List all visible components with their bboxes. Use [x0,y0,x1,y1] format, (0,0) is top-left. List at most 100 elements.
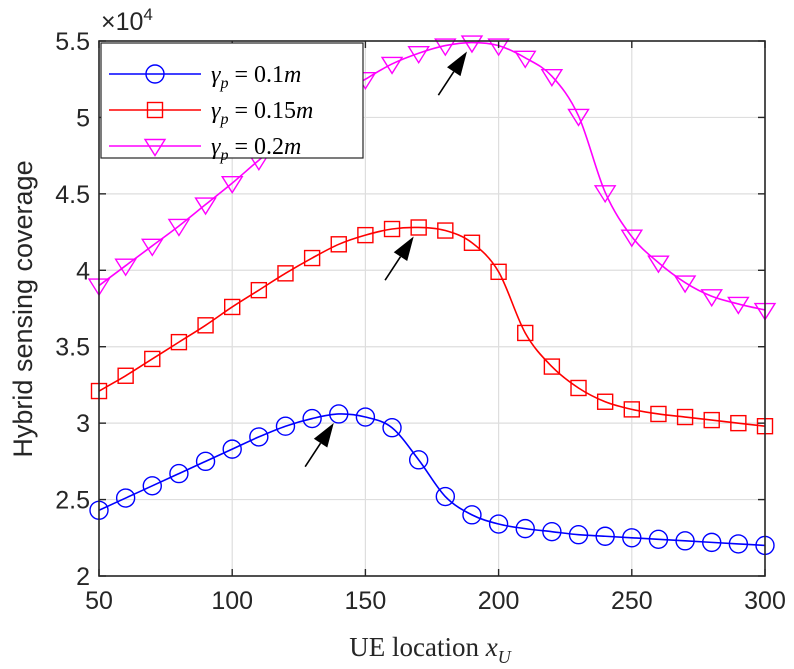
data-point-circle [142,476,162,496]
legend-entry-3: γp = 0.2m [109,134,301,164]
arrow-head [393,236,414,262]
data-point-square [357,226,374,244]
y-tick-labels: 2 2.5 3 3.5 4 4.5 5 5.5 [55,28,90,591]
legend: γp = 0.1m γp = 0.15m γp = 0.2m [100,42,364,164]
data-point-circle [115,488,136,508]
data-point-triangle-down [380,56,404,75]
annotation-arrow-1 [304,422,334,468]
data-point-square [117,367,134,384]
data-point-circle [249,427,269,447]
series-line [98,41,766,311]
data-point-triangle-down [434,38,457,57]
legend-marker [145,64,165,84]
data-point-circle [595,526,615,546]
data-point-circle [222,439,242,459]
series-2 [90,219,774,435]
y-tick-label: 5.5 [55,28,90,56]
data-point-circle [568,525,589,545]
x-tick-label: 250 [611,587,653,615]
series-1 [89,404,775,556]
data-point-square [383,220,401,238]
arrow-head [447,51,467,77]
data-point-circle [542,521,562,542]
data-point-triangle-down [647,255,670,274]
data-point-circle [675,531,695,551]
data-point-triangle-down [487,38,510,57]
y-tick-label: 5 [76,104,90,132]
data-point-square [623,401,640,418]
y-tick-label: 2.5 [55,487,90,515]
data-point-circle [169,463,189,484]
data-point-triangle-down [114,258,137,277]
data-point-triangle-down [673,275,697,294]
x-tick-label: 200 [478,587,520,615]
data-point-circle [728,534,749,554]
x-tick-label: 150 [345,587,387,615]
x-axis-label: UE location xU [349,632,511,667]
data-point-triangle-down [141,238,164,257]
data-point-triangle-down [460,35,484,54]
y-tick-label: 3 [76,410,90,438]
y-tick-label: 4 [76,257,90,285]
data-point-triangle-down [407,46,430,65]
arrow-shaft [384,256,402,281]
axis-ticks [98,40,766,577]
x-tick-labels: 50 100 150 200 250 300 [85,587,786,615]
data-point-circle [408,450,429,470]
data-point-square [703,411,720,429]
y-axis-label: Hybrid sensing coverage [8,160,38,457]
data-point-circle [462,505,482,525]
data-point-square [250,281,268,299]
data-point-square [490,263,507,281]
legend-marker [146,101,164,119]
series-line [98,226,766,427]
data-point-circle [382,418,402,438]
data-point-triangle-down [727,296,750,315]
data-point-circle [195,451,216,472]
data-point-square [437,222,454,239]
data-point-square [330,236,347,253]
data-point-triangle-down [220,175,244,194]
data-point-circle [302,408,322,429]
data-point-square [517,324,534,342]
data-point-circle [488,514,509,534]
annotation-arrow-2 [384,236,414,281]
data-point-circle [515,518,535,539]
data-point-square [144,350,161,368]
series-line [98,413,766,547]
data-point-triangle-down [513,50,537,69]
data-point-circle [329,404,349,424]
x-tick-label: 300 [744,587,786,615]
data-point-triangle-down [593,185,617,204]
x-tick-label: 100 [211,587,253,615]
data-point-square [223,298,241,316]
y-tick-label: 3.5 [55,334,90,362]
data-point-square [410,219,427,236]
arrow-shaft [437,71,455,96]
data-point-square [303,249,321,267]
data-point-triangle-down [540,68,564,87]
data-point-square [676,408,694,426]
x-axis-symbol: x [485,632,498,662]
y-tick-label: 4.5 [55,181,90,209]
data-point-square [596,393,614,410]
data-point-circle [435,486,456,507]
data-point-square [463,234,481,251]
data-point-square [277,265,294,282]
plot-frame [98,40,766,577]
y-exponent-label: ×104 [101,5,153,36]
data-point-circle [275,416,296,436]
data-point-circle [355,407,376,427]
data-point-square [197,317,214,334]
data-point-circle [648,529,669,550]
y-exponent-power: 4 [143,5,152,24]
data-point-triangle-down [194,197,217,216]
data-point-square [570,379,587,397]
data-point-square [170,333,188,351]
annotation-layer [304,51,467,468]
y-tick-label: 2 [76,563,90,591]
legend-label: γp = 0.1m [211,62,301,92]
x-axis-subscript: U [498,647,512,667]
arrow-shaft [304,442,322,468]
